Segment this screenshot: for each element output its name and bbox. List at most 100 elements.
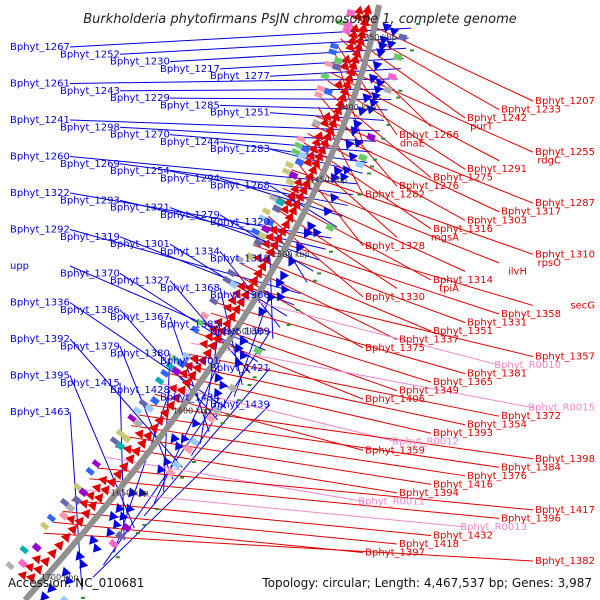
gene-arrow-glyph [240,289,250,301]
gene-arrow-glyph [333,166,344,177]
gene-arrow-glyph [287,205,297,216]
leader-line [291,169,534,255]
reverse-gene-label: Bphyt_1366 [210,290,270,301]
gene-arrow-glyph [61,566,72,577]
tick-mark-glyph [192,460,197,463]
gene-arrow-glyph [122,444,132,455]
leader-line [69,338,183,468]
feature-tile-glyph [297,151,308,160]
feature-tile-glyph [296,135,306,143]
leader-line [169,373,432,434]
gene-arrow-glyph [264,232,274,242]
gene-arrow-glyph [310,157,320,169]
gene-arrow-glyph [349,53,360,64]
feature-tile-glyph [171,366,182,376]
feature-tile-glyph [226,268,237,278]
reverse-gene-label: Bphyt_1439 [210,400,270,411]
gene-arrow-glyph [108,510,119,522]
gene-arrow-glyph [157,464,167,474]
leader-line [269,185,338,228]
feature-tile-glyph [323,87,334,96]
gene-arrow-glyph [65,515,75,525]
leader-line [169,97,392,101]
gene-arrow-glyph [352,11,363,21]
feature-tile-glyph [329,42,339,50]
feature-tile-glyph [170,354,180,364]
gene-arrow-glyph [348,151,359,162]
feature-tile-glyph [78,487,89,498]
gene-arrow-glyph [112,469,123,480]
gene-arrow-glyph [371,91,382,102]
forward-gene-label: Bphyt_1384 [501,462,561,473]
reverse-gene-label: Bphyt_1243 [60,86,120,97]
forward-gene-label: Bphyt_1349 [399,386,459,397]
gene-arrow-glyph [136,438,147,449]
reverse-gene-label: Bphyt_1277 [210,71,270,82]
tick-mark-glyph [372,158,377,161]
feature-tile-glyph [227,383,238,393]
reverse-gene-label: Bphyt_1327 [110,276,170,287]
feature-tile-glyph [311,119,322,128]
gene-arrow-glyph [40,556,50,567]
forward-gene-label: Bphyt_R0013 [460,522,527,533]
gene-arrow-glyph [269,240,279,251]
forward-gene-label: Bphyt_1255 [535,147,595,158]
gene-arrow-glyph [106,527,116,537]
gene-arrow-glyph [281,284,290,295]
gene-arrow-glyph [298,184,308,196]
leader-line [169,134,372,153]
forward-gene-label: mgsA [431,232,459,243]
gene-arrow-glyph [93,543,102,553]
feature-tile-glyph [195,318,205,327]
gene-arrow-glyph [333,79,344,89]
leader-line [210,312,432,383]
gene-arrow-glyph [291,198,301,209]
feature-tile-glyph [132,406,143,415]
gene-arrow-glyph [231,288,241,299]
gene-arrow-glyph [268,225,278,235]
leader-line [223,292,500,366]
feature-tile-glyph [357,153,368,162]
gene-arrow-glyph [163,456,173,466]
gene-arrow-glyph [347,60,358,71]
feature-tile-glyph [268,193,279,202]
leader-line [169,280,251,374]
gene-arrow-glyph [227,296,236,306]
gene-arrow-glyph [138,487,148,498]
forward-gene-label: Bphyt_1357 [535,352,595,363]
feature-tile-glyph [144,403,155,414]
reverse-gene-label: Bphyt_1283 [210,144,270,155]
leader-line [282,187,466,272]
feature-tile-glyph [320,72,330,80]
gene-arrow-glyph [87,501,97,512]
tick-mark-glyph [220,422,225,425]
reverse-gene-label: Bphyt_1368 [160,283,220,294]
forward-gene-label: Bphyt_1375 [365,343,425,354]
leader-line [62,510,398,545]
leader-line [169,207,320,261]
gene-arrow-glyph [321,111,332,121]
gene-arrow-glyph [119,511,129,521]
tick-mark-glyph [226,414,231,417]
feature-tile-glyph [199,311,210,320]
gene-arrow-glyph [79,559,89,569]
gene-arrow-glyph [154,415,164,426]
gene-arrow-glyph [207,340,217,352]
feature-tile-glyph [190,325,200,335]
gene-arrow-glyph [276,277,285,288]
gene-arrow-glyph [142,431,153,442]
gene-arrow-glyph [47,582,58,594]
gene-arrow-glyph [253,253,262,263]
feature-tile-glyph [333,56,344,65]
gene-arrow-glyph [368,73,379,84]
tick-mark-glyph [398,89,403,92]
tick-mark-glyph [367,172,372,175]
scale-tick-label: 1700 kbp [41,573,79,582]
feature-tile-glyph [165,467,176,478]
feature-tile-glyph [211,406,222,416]
gene-arrow-glyph [341,54,352,64]
gene-arrow-glyph [85,491,95,501]
leader-line [43,532,534,562]
feature-tile-glyph [328,48,338,56]
forward-gene-label: Bphyt_1282 [365,190,425,201]
